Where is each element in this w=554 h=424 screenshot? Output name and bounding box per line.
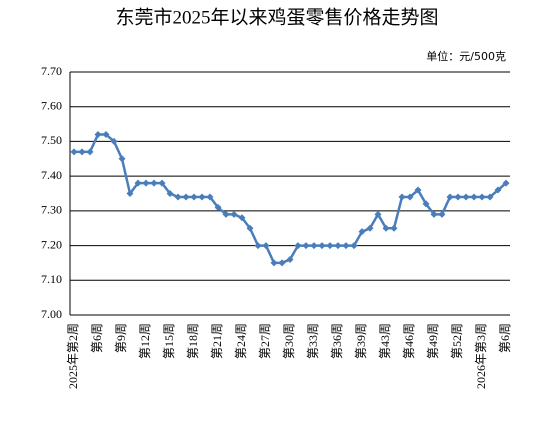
data-point [494, 186, 502, 194]
x-tick-label: 第39周 [354, 323, 368, 359]
x-tick-label: 第18周 [186, 323, 200, 359]
data-point [286, 255, 294, 263]
data-point [70, 148, 78, 156]
y-tick-label: 7.30 [41, 203, 62, 217]
data-point [182, 193, 190, 201]
x-tick-label: 第12周 [138, 323, 152, 359]
data-point [358, 228, 366, 236]
data-point [222, 210, 230, 218]
data-point [118, 155, 126, 163]
data-point [214, 203, 222, 211]
x-tick-label: 第21周 [210, 323, 224, 359]
x-tick-label: 第36周 [330, 323, 344, 359]
data-point [158, 179, 166, 187]
unit-label: 单位：元/500克 [426, 49, 506, 63]
data-point [318, 242, 326, 250]
y-tick-label: 7.70 [41, 64, 62, 78]
data-point [350, 242, 358, 250]
data-point [142, 179, 150, 187]
data-point [102, 130, 110, 138]
data-point [198, 193, 206, 201]
data-point [486, 193, 494, 201]
data-point [302, 242, 310, 250]
data-point [478, 193, 486, 201]
data-point [238, 214, 246, 222]
data-point [150, 179, 158, 187]
data-point [230, 210, 238, 218]
x-tick-label: 第46周 [402, 323, 416, 359]
x-tick-label: 第52周 [450, 323, 464, 359]
data-point [342, 242, 350, 250]
x-tick-label: 第6周 [90, 323, 104, 353]
data-point [110, 137, 118, 145]
data-point [470, 193, 478, 201]
x-tick-label: 第24周 [234, 323, 248, 359]
y-tick-label: 7.20 [41, 237, 62, 251]
data-point [206, 193, 214, 201]
data-point [78, 148, 86, 156]
data-point [326, 242, 334, 250]
x-tick-label: 第33周 [306, 323, 320, 359]
y-tick-label: 7.50 [41, 133, 62, 147]
data-point [86, 148, 94, 156]
x-tick-label: 第49周 [426, 323, 440, 359]
x-tick-label: 第43周 [378, 323, 392, 359]
x-tick-label: 2026年第3周 [474, 323, 488, 389]
data-point [294, 242, 302, 250]
data-point [270, 259, 278, 267]
data-point [446, 193, 454, 201]
data-point [166, 190, 174, 197]
data-point [390, 224, 398, 232]
data-point [454, 193, 462, 201]
data-point [398, 193, 406, 201]
y-tick-label: 7.60 [41, 98, 62, 112]
data-point [278, 259, 286, 267]
data-point [438, 210, 446, 218]
data-point [334, 242, 342, 250]
data-point [94, 130, 102, 138]
data-point [310, 242, 318, 250]
data-line [74, 133, 507, 265]
data-point [382, 224, 390, 232]
y-tick-label: 7.40 [41, 168, 62, 182]
data-point [246, 224, 254, 232]
data-point [254, 242, 262, 250]
chart-title: 东莞市2025年以来鸡蛋零售价格走势图 [115, 6, 438, 28]
y-tick-label: 7.00 [41, 307, 62, 321]
data-point [134, 179, 142, 187]
data-point [414, 186, 422, 194]
data-point [262, 242, 270, 250]
x-tick-label: 第6周 [498, 323, 512, 353]
data-point [502, 179, 510, 187]
data-point [190, 193, 198, 201]
x-tick-label: 第15周 [162, 323, 176, 359]
data-point [374, 210, 382, 218]
x-tick-label: 第30周 [282, 323, 296, 359]
data-point [462, 193, 470, 201]
data-point [406, 193, 414, 201]
x-tick-label: 第27周 [258, 323, 272, 359]
x-tick-label: 2025年第2周 [66, 323, 80, 389]
data-point [174, 193, 182, 201]
x-tick-label: 第9周 [114, 323, 128, 353]
data-point [422, 200, 430, 208]
y-tick-label: 7.10 [41, 272, 62, 286]
data-point [126, 190, 134, 197]
data-point [366, 224, 374, 232]
data-point [430, 210, 438, 218]
